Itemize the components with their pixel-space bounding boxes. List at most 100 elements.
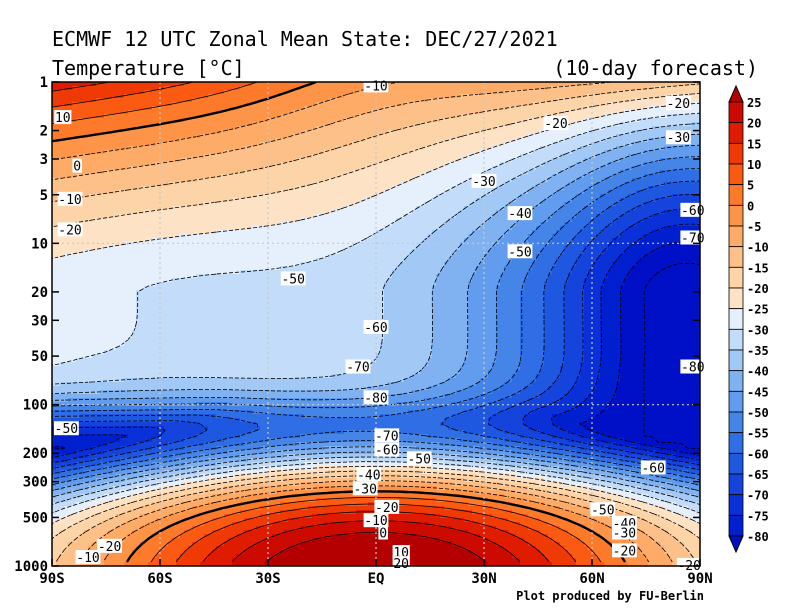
temperature-cell (252, 134, 257, 139)
temperature-cell (412, 198, 417, 203)
temperature-cell (628, 174, 633, 179)
temperature-cell (484, 106, 489, 111)
temperature-cell (164, 146, 169, 151)
temperature-cell (368, 186, 373, 191)
temperature-cell (620, 130, 625, 135)
temperature-cell (340, 178, 345, 183)
temperature-cell (284, 122, 289, 127)
temperature-cell (664, 142, 669, 147)
temperature-cell (668, 114, 673, 119)
temperature-cell (572, 174, 577, 179)
temperature-cell (388, 82, 393, 87)
temperature-cell (256, 98, 261, 103)
temperature-cell (152, 130, 157, 135)
temperature-cell (84, 154, 89, 159)
temperature-cell (392, 130, 397, 135)
temperature-cell (420, 202, 425, 207)
temperature-cell (644, 102, 649, 107)
temperature-cell (68, 182, 73, 187)
temperature-cell (168, 170, 173, 175)
temperature-cell (124, 194, 129, 199)
temperature-cell (552, 158, 557, 163)
temperature-cell (444, 110, 449, 115)
temperature-cell (308, 118, 313, 123)
temperature-cell (248, 110, 253, 115)
temperature-cell (360, 198, 365, 203)
temperature-cell (92, 122, 97, 127)
temperature-cell (612, 138, 617, 143)
temperature-cell (108, 146, 113, 151)
temperature-cell (332, 142, 337, 147)
temperature-cell (504, 182, 509, 187)
temperature-cell (272, 190, 277, 195)
temperature-cell (152, 170, 157, 175)
temperature-cell (552, 138, 557, 143)
temperature-cell (192, 182, 197, 187)
temperature-cell (660, 174, 665, 179)
temperature-cell (80, 82, 85, 87)
temperature-cell (116, 110, 121, 115)
temperature-cell (424, 102, 429, 107)
temperature-cell (264, 102, 269, 107)
temperature-cell (408, 162, 413, 167)
temperature-cell (224, 90, 229, 95)
temperature-cell (412, 154, 417, 159)
temperature-cell (448, 122, 453, 127)
temperature-cell (220, 170, 225, 175)
temperature-cell (656, 142, 661, 147)
temperature-cell (388, 174, 393, 179)
temperature-cell (460, 170, 465, 175)
temperature-cell (444, 126, 449, 131)
temperature-cell (468, 182, 473, 187)
temperature-cell (116, 154, 121, 159)
temperature-cell (216, 194, 221, 199)
temperature-cell (172, 158, 177, 163)
temperature-cell (196, 122, 201, 127)
temperature-cell (280, 182, 285, 187)
temperature-cell (200, 138, 205, 143)
temperature-cell (152, 158, 157, 163)
temperature-cell (680, 178, 685, 183)
temperature-cell (236, 110, 241, 115)
temperature-cell (208, 102, 213, 107)
temperature-cell (384, 142, 389, 147)
temperature-cell (604, 82, 609, 87)
temperature-cell (172, 170, 177, 175)
temperature-cell (476, 106, 481, 111)
temperature-cell (392, 190, 397, 195)
temperature-cell (352, 134, 357, 139)
temperature-cell (460, 198, 465, 203)
temperature-cell (84, 178, 89, 183)
temperature-cell (608, 118, 613, 123)
temperature-cell (120, 166, 125, 171)
temperature-cell (552, 174, 557, 179)
temperature-cell (152, 202, 157, 207)
temperature-cell (380, 178, 385, 183)
temperature-cell (372, 202, 377, 207)
temperature-cell (528, 106, 533, 111)
temperature-cell (312, 170, 317, 175)
temperature-cell (420, 110, 425, 115)
temperature-cell (556, 130, 561, 135)
temperature-cell (72, 98, 77, 103)
temperature-cell (224, 94, 229, 99)
temperature-cell (140, 134, 145, 139)
temperature-cell (132, 166, 137, 171)
temperature-cell (156, 190, 161, 195)
temperature-cell (116, 90, 121, 95)
temperature-cell (256, 194, 261, 199)
temperature-cell (568, 106, 573, 111)
temperature-cell (252, 122, 257, 127)
temperature-cell (392, 94, 397, 99)
temperature-cell (216, 106, 221, 111)
temperature-cell (136, 154, 141, 159)
temperature-cell (160, 90, 165, 95)
temperature-cell (436, 106, 441, 111)
temperature-cell (496, 154, 501, 159)
temperature-cell (580, 202, 585, 207)
temperature-cell (212, 170, 217, 175)
temperature-cell (552, 190, 557, 195)
temperature-cell (476, 198, 481, 203)
temperature-cell (508, 106, 513, 111)
temperature-cell (316, 150, 321, 155)
